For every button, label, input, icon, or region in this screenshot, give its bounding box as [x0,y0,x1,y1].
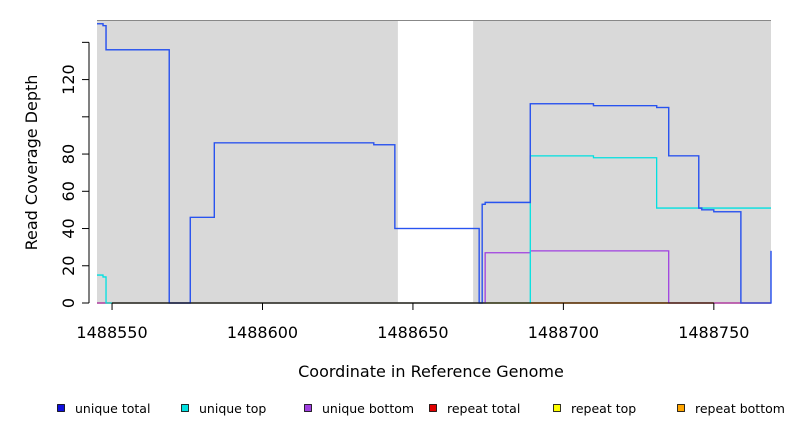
legend-label: repeat bottom [695,401,785,416]
y-axis: 0 20 40 60 80 120 [59,41,90,308]
x-axis: 1488550 1488600 1488650 1488700 1488750 [76,302,749,342]
y-tick-label: 40 [59,218,78,238]
x-tick-label: 1488550 [76,323,147,342]
legend-label: unique total [75,401,150,416]
shaded-region-2 [473,20,771,303]
x-tick-label: 1488750 [678,323,749,342]
legend-label: repeat total [447,401,520,416]
legend-item-unique-total: unique total [57,401,150,416]
legend-swatch [304,404,312,412]
legend-item-repeat-total: repeat total [429,401,520,416]
x-axis-title: Coordinate in Reference Genome [298,362,564,381]
y-tick-label: 60 [59,181,78,201]
legend-label: unique top [199,401,266,416]
y-tick-label: 0 [59,298,78,308]
plot-background [97,20,771,303]
legend-label: repeat top [571,401,636,416]
legend-label: unique bottom [322,401,414,416]
legend: unique total unique top unique bottom repea… [57,401,785,416]
legend-swatch [553,404,561,412]
y-tick-label: 80 [59,144,78,164]
y-tick-label: 120 [59,64,78,95]
legend-item-unique-top: unique top [181,401,266,416]
legend-item-unique-bottom: unique bottom [304,401,414,416]
y-tick-label: 20 [59,256,78,276]
legend-item-repeat-bottom: repeat bottom [677,401,785,416]
x-tick-label: 1488700 [528,323,599,342]
legend-swatch [677,404,685,412]
legend-swatch [57,404,65,412]
x-tick-label: 1488650 [377,323,448,342]
shaded-region-1 [97,20,398,303]
legend-swatch [429,404,437,412]
y-axis-title: Read Coverage Depth [22,75,41,251]
legend-item-repeat-top: repeat top [553,401,636,416]
legend-swatch [181,404,189,412]
x-tick-label: 1488600 [227,323,298,342]
